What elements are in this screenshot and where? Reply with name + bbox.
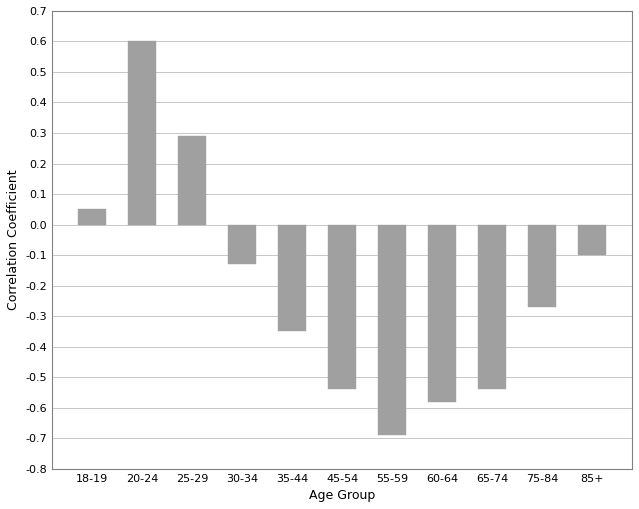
Bar [228,224,256,264]
Bar [178,136,206,224]
Bar [428,224,456,402]
Bar [478,224,505,389]
Bar [378,224,406,435]
Bar [279,224,306,331]
Bar [328,224,356,389]
Bar [128,41,156,224]
Y-axis label: Correlation Coefficient: Correlation Coefficient [7,169,20,310]
Bar [528,224,556,307]
Bar [79,209,106,224]
Bar [578,224,606,255]
X-axis label: Age Group: Age Group [309,489,375,502]
